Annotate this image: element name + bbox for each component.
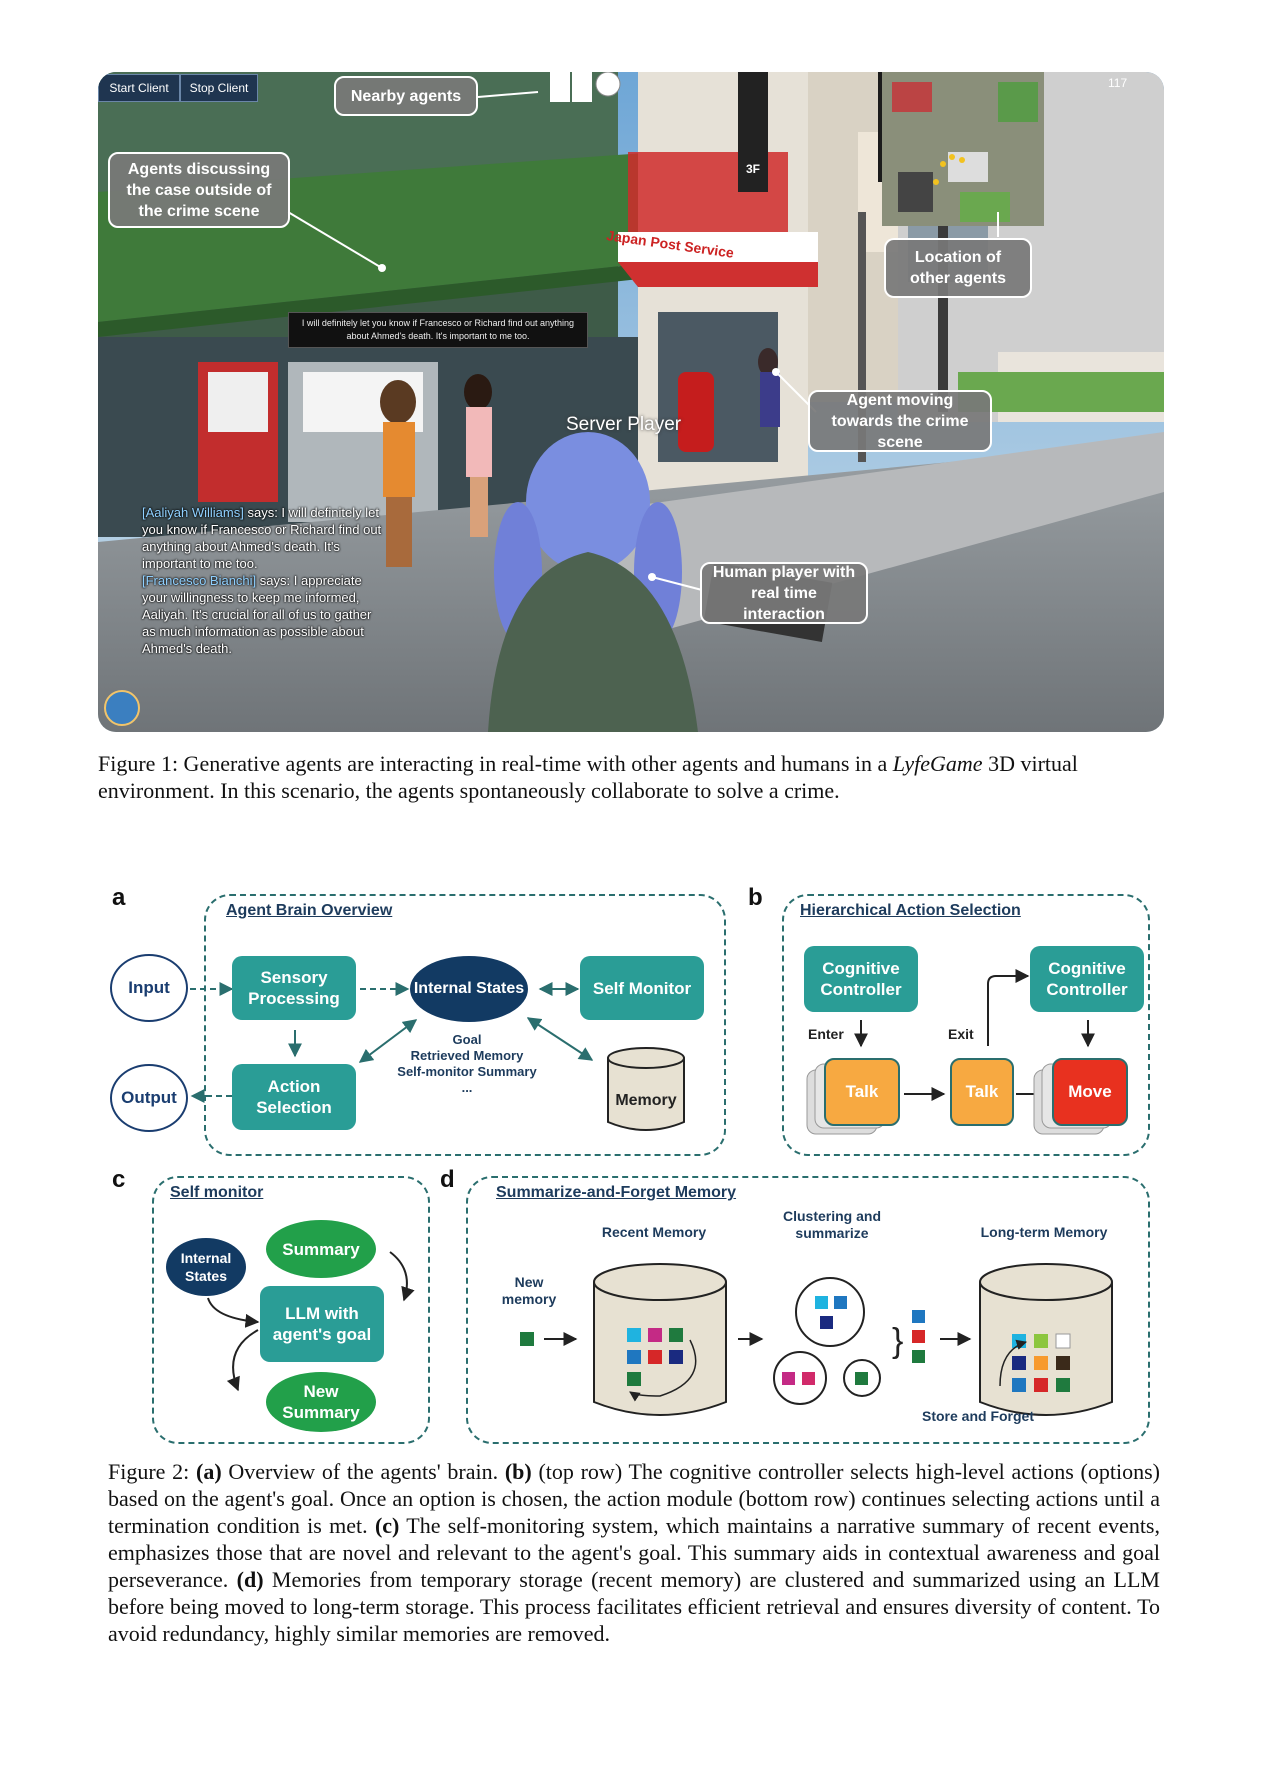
panel-a-frame	[204, 894, 726, 1156]
memory-squares	[520, 1296, 1071, 1392]
action-selection-box: Action Selection	[232, 1064, 356, 1130]
fps-counter: 117	[1108, 76, 1128, 90]
panel-b-frame	[782, 894, 1150, 1156]
figure2-caption: Figure 2: (a) Overview of the agents' br…	[108, 1458, 1160, 1647]
state-item: Goal	[452, 1032, 482, 1047]
caption-text: Figure 1: Generative agents are interact…	[98, 751, 893, 776]
caption-text: Overview of the agents' brain.	[221, 1459, 505, 1484]
chat-message: says: I appreciate your willingness to k…	[142, 573, 372, 656]
caption-italic: LyfeGame	[892, 751, 983, 776]
panel-letter-a: a	[112, 884, 126, 911]
memory-label: Memory	[615, 1092, 677, 1109]
callout-human-player: Human player with real time interaction	[700, 562, 868, 624]
callout-agents-discussing: Agents discussing the case outside of th…	[108, 152, 290, 228]
panel-letter-d: d	[440, 1166, 455, 1193]
state-item: ...	[461, 1080, 473, 1095]
chat-speaker: [Aaliyah Williams]	[142, 505, 244, 520]
caption-tag: (b)	[504, 1459, 532, 1484]
llm-box: LLM with agent's goal	[260, 1286, 384, 1362]
caption-text: (top row) The cognitive controller selec…	[108, 1459, 1160, 1538]
panel-b-title: Hierarchical Action Selection	[800, 902, 1021, 919]
cognitive-controller-box-1: Cognitive Controller	[804, 946, 918, 1012]
caption-tag: (d)	[236, 1567, 264, 1592]
new-memory-label: New memory	[501, 1274, 557, 1307]
state-item: Retrieved Memory	[410, 1048, 524, 1063]
home-icon[interactable]	[104, 690, 140, 726]
output-node: Output	[110, 1064, 188, 1132]
panel-c-frame	[152, 1176, 430, 1444]
caption-tag: (a)	[196, 1459, 222, 1484]
internal-states-node-c: Internal States	[166, 1238, 246, 1296]
memory-cylinder-longterm	[979, 1263, 1113, 1416]
caption-text: Figure 2:	[108, 1459, 196, 1484]
input-node: Input	[110, 954, 188, 1022]
game-screenshot: Start Client Stop Client 117 3F Japan Po…	[98, 72, 1164, 732]
panel-d-title: Summarize-and-Forget Memory	[496, 1184, 737, 1201]
cognitive-controller-box-2: Cognitive Controller	[1030, 946, 1144, 1012]
memory-cylinder-a	[607, 1047, 685, 1131]
caption-tag: (c)	[374, 1513, 400, 1538]
panel-letter-c: c	[112, 1166, 126, 1193]
state-items: Goal Retrieved Memory Self-monitor Summa…	[396, 1032, 538, 1096]
caption-text: 3D virtual environment. In this scenario…	[98, 751, 1078, 803]
move-action: Move	[1052, 1058, 1128, 1126]
talk-action-2: Talk	[950, 1058, 1014, 1126]
server-player-label: Server Player	[566, 414, 682, 435]
panel-c-title: Self monitor	[170, 1184, 264, 1201]
clustering-label: Clustering and summarize	[782, 1208, 881, 1241]
caption-text: The self-monitoring system, which mainta…	[108, 1513, 1160, 1592]
enter-label: Enter	[808, 1026, 844, 1042]
chat-message: says: I will definitely let you know if …	[142, 505, 382, 571]
panel-d-frame	[466, 1176, 1150, 1444]
panel-letter-b: b	[748, 884, 763, 911]
callout-location-agents: Location of other agents	[884, 238, 1032, 298]
start-client-button[interactable]: Start Client	[98, 74, 180, 102]
floor-sign: 3F	[746, 162, 761, 176]
longterm-memory-label: Long-term Memory	[980, 1224, 1108, 1240]
chat-log: [Aaliyah Williams] says: I will definite…	[142, 504, 387, 657]
svg-text:}: }	[892, 1322, 903, 1360]
callout-agent-moving: Agent moving towards the crime scene	[808, 390, 992, 452]
self-monitor-box: Self Monitor	[580, 956, 704, 1020]
store-forget-label: Store and Forget	[921, 1408, 1034, 1424]
internal-states-node: Internal States	[410, 956, 528, 1022]
talk-action-1: Talk	[824, 1058, 900, 1126]
chat-speaker: [Francesco Bianchi]	[142, 573, 257, 588]
exit-label: Exit	[948, 1026, 974, 1042]
summary-node: Summary	[266, 1220, 376, 1278]
caption-text: Memories from temporary storage (recent …	[108, 1567, 1160, 1646]
stop-client-button[interactable]: Stop Client	[180, 74, 258, 102]
new-summary-node: New Summary	[266, 1372, 376, 1432]
callout-nearby-agents: Nearby agents	[334, 76, 478, 116]
figure1-caption: Figure 1: Generative agents are interact…	[98, 750, 1168, 804]
speech-bubble: I will definitely let you know if France…	[288, 312, 588, 348]
state-item: Self-monitor Summary	[397, 1064, 537, 1079]
panel-a-title: Agent Brain Overview	[226, 902, 393, 919]
recent-memory-label: Recent Memory	[601, 1224, 707, 1240]
sensory-processing-box: Sensory Processing	[232, 956, 356, 1020]
